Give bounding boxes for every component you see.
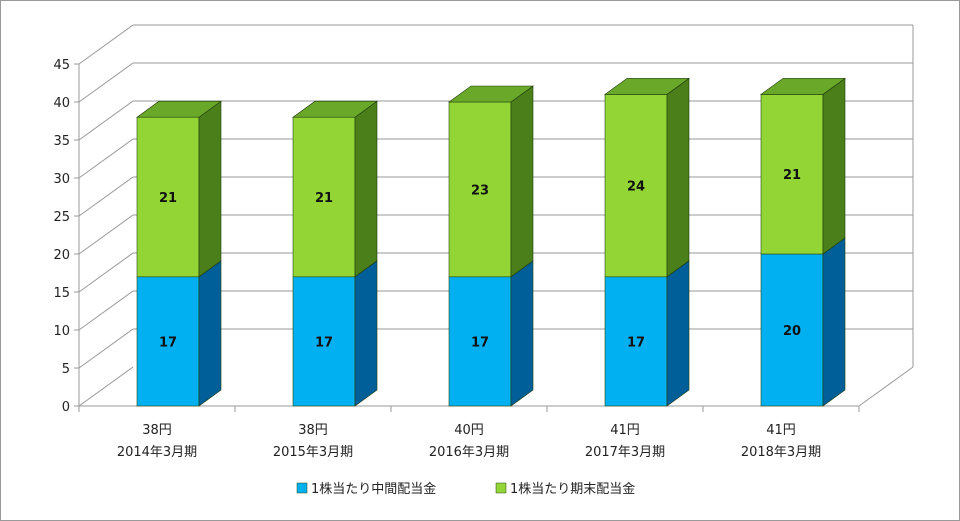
- bar-top-face: [760, 78, 846, 95]
- legend: 1株当たり中間配当金 1株当たり期末配当金: [296, 481, 635, 497]
- legend-label: 1株当たり中間配当金: [311, 481, 436, 497]
- data-label: 17: [159, 335, 177, 350]
- bar-front-face: [760, 94, 824, 255]
- y-tick-label: 25: [53, 210, 70, 225]
- bar-front-face: [604, 276, 668, 407]
- y-tick-label: 45: [53, 58, 70, 73]
- x-category-total: 38円: [298, 423, 328, 438]
- gridline-side-15: [78, 252, 134, 293]
- data-label: 21: [783, 168, 801, 183]
- gridline-side-40: [78, 62, 134, 103]
- bar-side-face: [666, 260, 690, 407]
- bar-final-3: 24: [604, 77, 690, 278]
- bar-front-face: [448, 276, 512, 407]
- y-axis: 0 5 10 15 20 25 30 35 40 45: [53, 58, 79, 415]
- legend-item-interim: 1株当たり中間配当金: [296, 481, 436, 497]
- data-label: 21: [315, 191, 333, 206]
- bar-top-face: [292, 100, 378, 118]
- bar-side-face: [354, 260, 378, 407]
- bar-front-face: [292, 276, 356, 407]
- bar-front-face: [760, 253, 824, 407]
- bar-interim-1: 17: [292, 260, 378, 407]
- bar-interim-4: 20: [760, 237, 846, 407]
- bar-side-face: [198, 100, 222, 278]
- bar-front-face: [136, 276, 200, 407]
- bar-front-face: [448, 101, 512, 278]
- data-label: 21: [159, 191, 177, 206]
- floor-right: [858, 366, 914, 407]
- x-category-period: 2015年3月期: [273, 445, 353, 460]
- x-category-total: 40円: [454, 423, 484, 438]
- y-tick-label: 20: [53, 248, 70, 263]
- gridline-side-5: [78, 328, 134, 369]
- gridline-side-30: [78, 138, 134, 179]
- data-label: 17: [627, 335, 645, 350]
- bar-front-face: [604, 94, 668, 278]
- legend-swatch: [495, 482, 507, 494]
- x-category-period: 2017年3月期: [585, 445, 665, 460]
- gridline-side-10: [78, 290, 134, 331]
- data-label: 17: [471, 335, 489, 350]
- y-tick-label: 5: [62, 362, 70, 377]
- bar-final-0: 21: [136, 100, 222, 278]
- bar-top-face: [136, 100, 222, 118]
- legend-label: 1株当たり期末配当金: [510, 481, 635, 497]
- bar-final-2: 23: [448, 85, 534, 278]
- x-category-period: 2014年3月期: [117, 445, 197, 460]
- x-category-total: 41円: [610, 423, 640, 438]
- bar-top-face: [448, 85, 534, 103]
- bar-top-face: [604, 78, 690, 95]
- bar-final-1: 21: [292, 100, 378, 278]
- bar-side-face: [822, 237, 846, 407]
- bar-side-face: [510, 85, 534, 278]
- data-label: 23: [471, 183, 489, 198]
- bar-front-face: [292, 116, 356, 278]
- y-tick-label: 0: [62, 400, 70, 415]
- x-category-period: 2018年3月期: [741, 445, 821, 460]
- gridline-side-45: [78, 24, 134, 65]
- bar-front-face: [136, 116, 200, 278]
- bar-interim-0: 17: [136, 260, 222, 407]
- bar-interim-3: 17: [604, 260, 690, 407]
- bars: 17 21 17 21 17 23 17 24 20 21: [136, 77, 846, 407]
- y-tick-label: 15: [53, 286, 70, 301]
- data-label: 17: [315, 335, 333, 350]
- bar-side-face: [198, 260, 222, 407]
- gridline-side-35: [78, 100, 134, 141]
- x-category-total: 41円: [766, 423, 796, 438]
- x-category-period: 2016年3月期: [429, 445, 509, 460]
- gridline-side-25: [78, 176, 134, 217]
- legend-item-final: 1株当たり期末配当金: [495, 481, 635, 497]
- bar-interim-2: 17: [448, 260, 534, 407]
- data-label: 20: [783, 324, 801, 339]
- bar-side-face: [354, 100, 378, 278]
- bar-final-4: 21: [760, 77, 846, 255]
- y-tick-label: 30: [53, 172, 70, 187]
- bar-side-face: [666, 77, 690, 278]
- y-tick-label: 35: [53, 134, 70, 149]
- x-axis: 38円 2014年3月期 38円 2015年3月期 40円 2016年3月期 41円 2017…: [78, 406, 860, 460]
- x-category-total: 38円: [142, 423, 172, 438]
- y-tick-label: 40: [53, 96, 70, 111]
- y-tick-label: 10: [53, 324, 70, 339]
- bar-side-face: [510, 260, 534, 407]
- legend-swatch: [296, 482, 308, 494]
- floor-left: [78, 366, 134, 407]
- data-label: 24: [627, 180, 645, 195]
- gridline-side-20: [78, 214, 134, 255]
- bar-side-face: [822, 77, 846, 255]
